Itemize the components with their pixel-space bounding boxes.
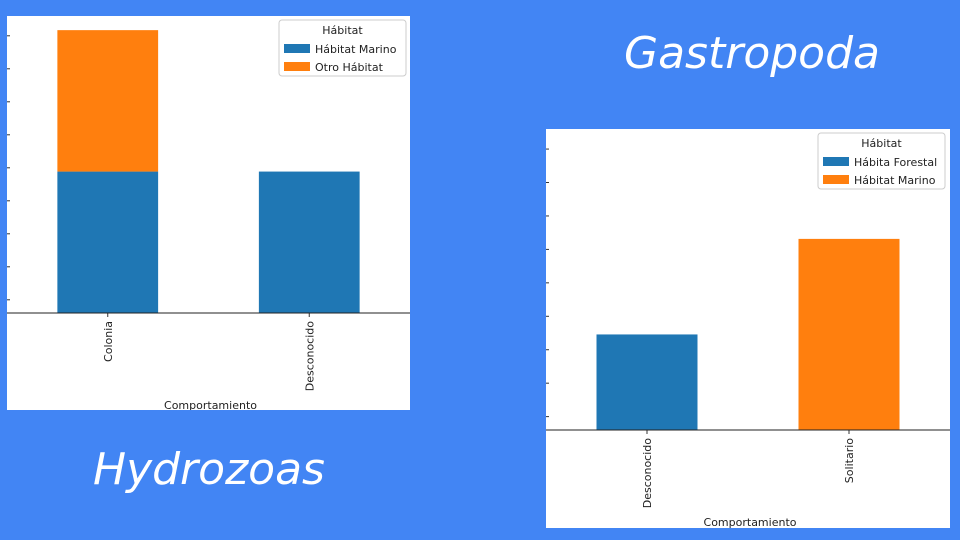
hydrozoas-legend-swatch [284, 44, 310, 53]
gastropoda-legend-swatch [823, 157, 849, 166]
gastropoda-bar-solitario-series-2 [798, 238, 900, 430]
gastropoda-chart-panel: Desconocido Solitario Comportamiento Hábita… [546, 129, 950, 528]
gastropoda-title: Gastropoda [624, 28, 880, 79]
gastropoda-category-label: Desconocido [641, 438, 654, 509]
gastropoda-legend-label: Hábita Forestal [854, 156, 937, 169]
hydrozoas-bar-desconocido-series-1 [258, 171, 360, 313]
hydrozoas-bar-colonia-series-1 [57, 171, 159, 313]
hydrozoas-legend-label: Hábitat Marino [315, 43, 397, 56]
gastropoda-legend-title: Hábitat [861, 137, 902, 150]
gastropoda-legend-label: Hábitat Marino [854, 174, 936, 187]
gastropoda-legend-swatch [823, 175, 849, 184]
hydrozoas-legend-title: Hábitat [322, 24, 363, 37]
gastropoda-bar-desconocido-series-1 [596, 334, 698, 430]
hydrozoas-legend-box [278, 19, 407, 77]
hydrozoas-title: Hydrozoas [93, 444, 325, 495]
hydrozoas-chart: Colonia Desconocido Comportamiento Hábitat H… [7, 19, 410, 410]
gastropoda-category-label: Solitario [843, 438, 856, 483]
hydrozoas-bar-colonia-series-2 [57, 30, 159, 172]
hydrozoas-chart-panel: Colonia Desconocido Comportamiento Hábitat H… [7, 16, 410, 410]
hydrozoas-legend-label: Otro Hábitat [315, 61, 384, 74]
gastropoda-chart: Desconocido Solitario Comportamiento Hábita… [546, 132, 950, 528]
gastropoda-legend-box [817, 132, 946, 190]
hydrozoas-category-label: Colonia [102, 321, 115, 362]
hydrozoas-category-label: Desconocido [303, 321, 316, 392]
gastropoda-x-axis-label: Comportamiento [704, 516, 797, 528]
hydrozoas-x-axis-label: Comportamiento [164, 399, 257, 410]
hydrozoas-legend-swatch [284, 62, 310, 71]
